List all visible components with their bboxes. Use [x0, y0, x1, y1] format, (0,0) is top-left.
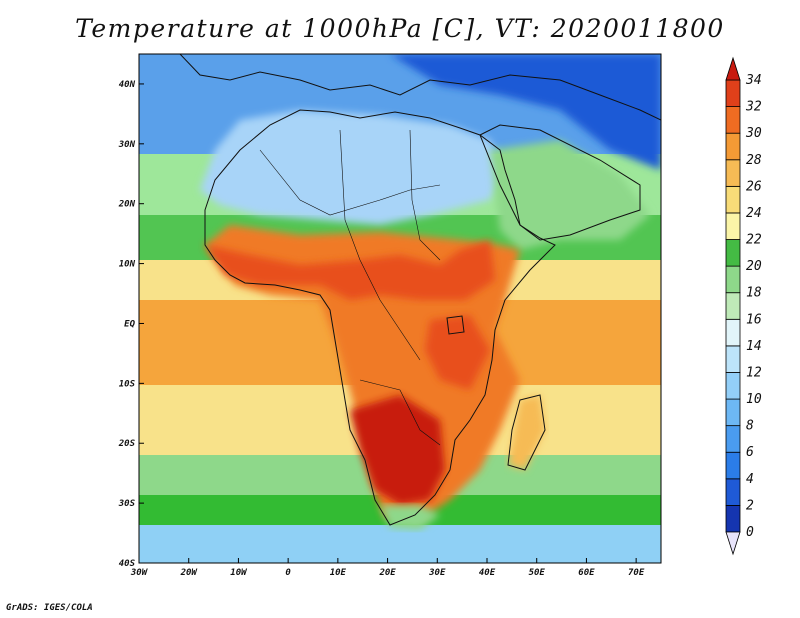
footer-credit: GrADS: IGES/COLA	[6, 603, 93, 613]
border-3	[409, 129, 441, 261]
y-tick-label: 10S	[119, 379, 136, 389]
colorbar-label: 34	[745, 73, 762, 88]
arabia-coastline	[479, 124, 641, 241]
colorbar-segment	[725, 292, 741, 320]
colorbar-segment	[725, 505, 741, 533]
colorbar-label: 24	[746, 206, 762, 221]
colorbar-segment	[725, 185, 741, 214]
madagascar-land	[508, 395, 545, 470]
colorbar-label: 22	[746, 233, 762, 248]
colorbar-label: 14	[746, 339, 762, 354]
plot-frame	[138, 53, 662, 564]
colorbar-label: 10	[746, 392, 762, 407]
colorbar-label: 28	[746, 153, 762, 168]
colorbar-label: 0	[746, 525, 754, 540]
southern-africa-hot	[350, 395, 445, 505]
arabia-green-zone	[490, 140, 650, 250]
colorbar-segment	[725, 106, 741, 134]
x-tick-label: 50E	[529, 568, 546, 578]
x-tick-label: 20W	[180, 568, 199, 578]
x-tick-label: 60E	[578, 568, 595, 578]
colorbar-under-arrow	[725, 531, 741, 556]
madagascar-coastline	[507, 394, 546, 471]
y-tick-label: 20N	[118, 200, 136, 210]
colorbar-segment	[725, 398, 741, 427]
y-tick-label: 30N	[118, 140, 136, 150]
x-tick-label: 10E	[330, 568, 347, 578]
colorbar-label: 20	[746, 259, 762, 274]
colorbar-segment	[725, 478, 741, 506]
colorbar-over-arrow	[725, 56, 741, 81]
colorbar-segment	[725, 318, 741, 347]
colorbar-segment	[725, 345, 741, 373]
colorbar-label: 30	[745, 126, 762, 141]
x-tick-label: 10W	[230, 568, 248, 578]
sahara-cool-zone	[200, 110, 505, 225]
lake-victoria	[446, 315, 465, 335]
y-tick-label: 30S	[118, 499, 136, 509]
colorbar-label: 16	[746, 312, 762, 327]
colorbar-segment	[725, 239, 741, 267]
y-tick-label: EQ	[124, 319, 135, 329]
colorbar-label: 6	[746, 445, 754, 460]
sea-far-south	[139, 525, 661, 563]
chart-title: Temperature at 1000hPa [C], VT: 20200118…	[75, 14, 725, 43]
y-tick-label: 40N	[119, 80, 136, 90]
colorbar-segment	[725, 425, 741, 453]
africa-coastline	[204, 109, 556, 526]
colorbar-segment	[725, 212, 741, 240]
y-axis: 40N 30N 20N 10N EQ 10S 20S 30S 40S	[118, 80, 144, 569]
border-1	[259, 149, 441, 216]
x-tick-label: 70E	[628, 568, 645, 578]
colorbar-label: 12	[746, 365, 762, 380]
colorbar-segment	[725, 159, 741, 187]
colorbar-label: 4	[746, 472, 754, 487]
colorbar-segment	[725, 265, 741, 294]
colorbar-label: 26	[746, 179, 762, 194]
x-tick-label: 20E	[378, 568, 396, 578]
coastlines	[179, 54, 661, 526]
colorbar-segment	[725, 79, 741, 107]
x-tick-label: 40E	[479, 568, 496, 578]
colorbar-label: 2	[746, 498, 754, 513]
border-4	[359, 379, 441, 446]
temperature-field	[139, 54, 661, 563]
y-tick-label: 20S	[118, 439, 136, 449]
x-tick-label: 0	[285, 568, 291, 578]
y-tick-label: 10N	[119, 260, 136, 270]
colorbar-segment	[725, 372, 741, 400]
colorbar-label: 32	[745, 100, 762, 115]
colorbar-label: 18	[746, 286, 762, 301]
x-axis: 30W 20W 10W 0 10E 20E 30E 40E 50E 60E 70E	[130, 558, 645, 578]
east-africa-hot	[425, 315, 490, 390]
x-tick-label: 30W	[130, 568, 149, 578]
colorbar-label: 8	[746, 419, 754, 434]
x-tick-label: 30E	[428, 568, 446, 578]
europe-coastline	[179, 54, 661, 121]
border-2	[339, 129, 421, 361]
y-tick-label: 40S	[119, 559, 136, 569]
colorbar-segment	[725, 451, 741, 480]
colorbar-segment	[725, 132, 741, 161]
